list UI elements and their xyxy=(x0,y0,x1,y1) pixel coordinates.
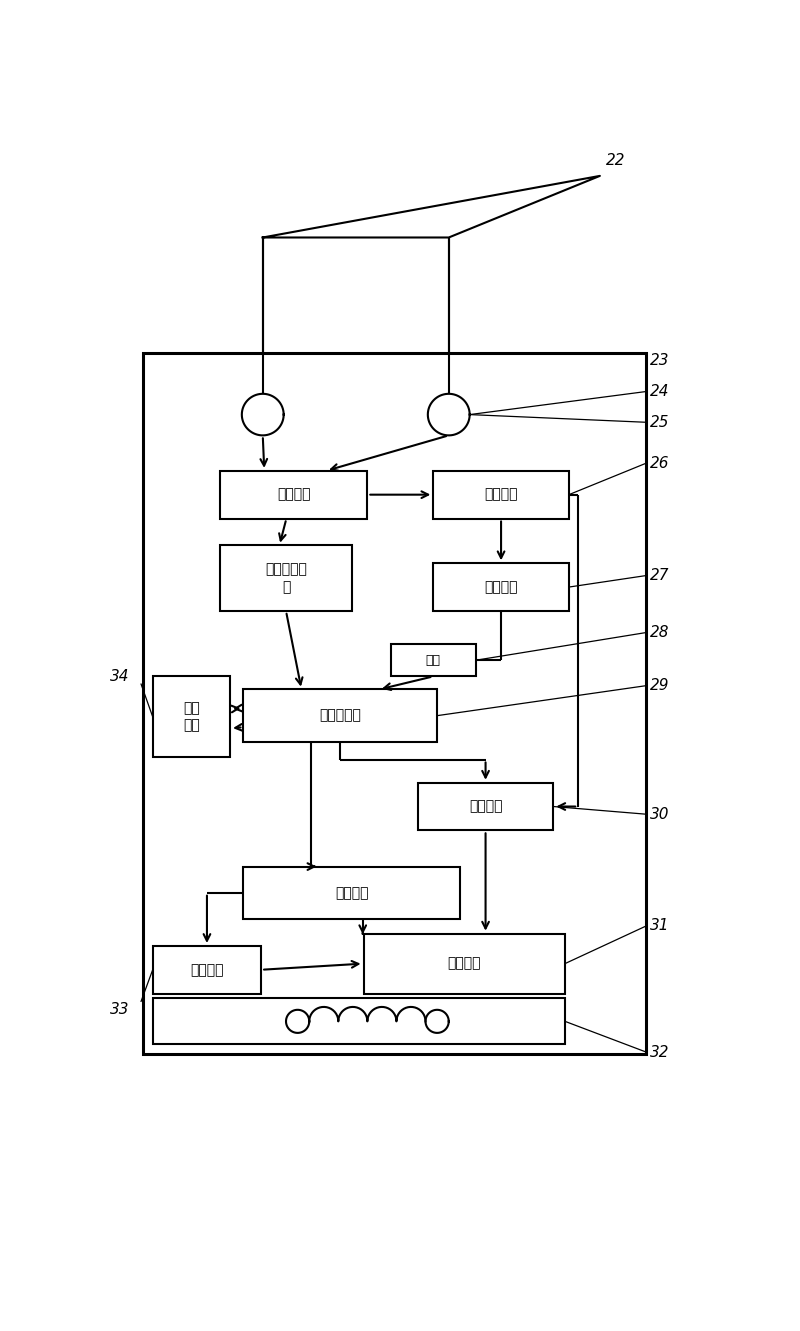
Text: 滤波电路: 滤波电路 xyxy=(484,487,518,502)
Text: 晶振: 晶振 xyxy=(426,654,441,667)
Bar xyxy=(153,676,230,757)
Text: 33: 33 xyxy=(110,1001,130,1017)
Bar xyxy=(390,644,476,676)
Text: 29: 29 xyxy=(650,677,670,693)
Text: 整流电路: 整流电路 xyxy=(277,487,310,502)
Text: 存储
芯片: 存储 芯片 xyxy=(183,701,200,732)
Bar xyxy=(220,546,352,611)
Bar xyxy=(142,353,646,1054)
Bar xyxy=(434,471,569,519)
Text: 23: 23 xyxy=(650,353,670,369)
Text: 26: 26 xyxy=(650,455,670,471)
Text: 起爆电路: 起爆电路 xyxy=(335,885,369,900)
Text: 27: 27 xyxy=(650,568,670,583)
Bar xyxy=(434,563,569,611)
Text: 34: 34 xyxy=(110,669,130,684)
Text: 降压电路: 降压电路 xyxy=(484,580,518,594)
Text: 信号取出电
路: 信号取出电 路 xyxy=(265,563,307,594)
Text: 放电电路: 放电电路 xyxy=(190,962,224,977)
Text: 24: 24 xyxy=(650,383,670,399)
Bar xyxy=(363,933,565,994)
Bar xyxy=(220,471,367,519)
Text: 雷管单片机: 雷管单片机 xyxy=(319,708,361,723)
Text: 充电电容: 充电电容 xyxy=(447,957,481,970)
Bar xyxy=(243,866,460,918)
Text: 30: 30 xyxy=(650,807,670,821)
Text: 31: 31 xyxy=(650,918,670,933)
Text: 充电电路: 充电电路 xyxy=(469,800,502,813)
Text: 28: 28 xyxy=(650,626,670,640)
Text: 32: 32 xyxy=(650,1045,670,1059)
Bar xyxy=(418,783,554,831)
Bar xyxy=(153,998,565,1045)
Text: 22: 22 xyxy=(606,153,626,168)
Bar xyxy=(153,946,261,994)
Bar xyxy=(243,689,437,741)
Text: 25: 25 xyxy=(650,415,670,430)
